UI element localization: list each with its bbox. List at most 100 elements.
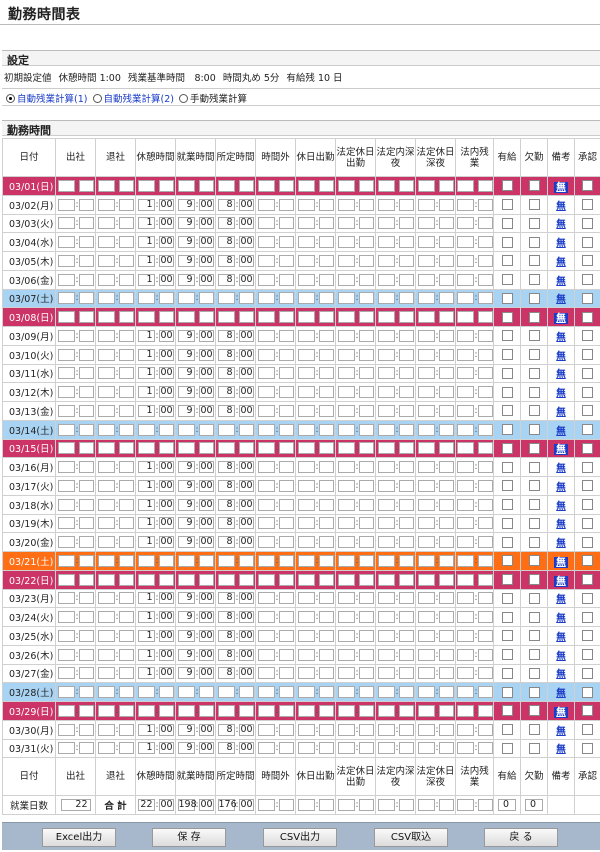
save-button[interactable]: 保 存 — [152, 828, 226, 847]
overtime-minutes-input[interactable] — [278, 479, 294, 492]
scheduled-time-minutes-input[interactable] — [238, 442, 254, 455]
legal-night-minutes-input[interactable] — [398, 273, 414, 286]
memo-link[interactable]: 無 — [554, 444, 568, 456]
clock-out-hours-input[interactable] — [97, 179, 115, 192]
legal-overtime-minutes-input[interactable] — [477, 554, 493, 567]
scheduled-time-minutes-input[interactable]: 00 — [238, 667, 254, 680]
legal-holiday-work-minutes-input[interactable] — [358, 648, 374, 661]
clock-in-hours-input[interactable] — [57, 723, 75, 736]
legal-night-minutes-input[interactable] — [398, 442, 414, 455]
legal-overtime-minutes-input[interactable] — [477, 742, 493, 755]
break-time-hours-input[interactable]: 1 — [137, 236, 155, 249]
scheduled-time-hours-input[interactable]: 8 — [217, 667, 235, 680]
clock-in-hours-input[interactable] — [57, 573, 75, 586]
break-time-hours-input[interactable]: 1 — [137, 629, 155, 642]
work-time-minutes-input[interactable]: 00 — [198, 667, 214, 680]
legal-holiday-work-hours-input[interactable] — [337, 329, 355, 342]
break-time-minutes-input[interactable] — [158, 686, 174, 699]
radio-label[interactable]: 自動残業計算(2) — [103, 94, 174, 105]
overtime-hours-input[interactable] — [257, 442, 275, 455]
work-time-minutes-input[interactable] — [198, 573, 214, 586]
paid-leave-checkbox[interactable] — [501, 499, 513, 511]
clock-out-hours-input[interactable] — [97, 254, 115, 267]
legal-holiday-work-minutes-input[interactable] — [358, 704, 374, 717]
legal-holiday-work-minutes-input[interactable] — [358, 311, 374, 324]
holiday-work-hours-input[interactable] — [297, 573, 315, 586]
overtime-minutes-input[interactable] — [278, 742, 294, 755]
legal-overtime-hours-input[interactable] — [456, 348, 474, 361]
holiday-work-hours-input[interactable] — [297, 198, 315, 211]
absence-checkbox[interactable] — [528, 424, 540, 436]
paid-leave-checkbox[interactable] — [501, 424, 513, 436]
work-time-hours-input[interactable]: 9 — [177, 517, 195, 530]
clock-in-minutes-input[interactable] — [78, 648, 94, 661]
break-time-hours-input[interactable]: 1 — [137, 517, 155, 530]
overtime-hours-input[interactable] — [257, 254, 275, 267]
legal-overtime-minutes-input[interactable] — [477, 704, 493, 717]
legal-night-minutes-input[interactable] — [398, 704, 414, 717]
holiday-work-hours-input[interactable] — [297, 442, 315, 455]
scheduled-time-minutes-input[interactable] — [238, 179, 254, 192]
legal-holiday-night-minutes-input[interactable] — [438, 629, 454, 642]
scheduled-time-hours-input[interactable]: 8 — [217, 629, 235, 642]
legal-overtime-minutes-input[interactable] — [477, 723, 493, 736]
legal-holiday-work-hours-input[interactable] — [337, 611, 355, 624]
clock-in-hours-input[interactable] — [57, 198, 75, 211]
paid-leave-checkbox[interactable] — [501, 255, 513, 267]
break-time-minutes-input[interactable]: 00 — [158, 217, 174, 230]
holiday-work-hours-input[interactable] — [297, 404, 315, 417]
memo-link[interactable]: 無 — [556, 331, 566, 343]
paid-leave-checkbox[interactable] — [501, 349, 513, 361]
clock-in-hours-input[interactable] — [57, 386, 75, 399]
clock-in-hours-input[interactable] — [57, 329, 75, 342]
legal-holiday-night-hours-input[interactable] — [417, 648, 435, 661]
total-legal-overtime-hours-input[interactable] — [456, 799, 474, 812]
radio-button-icon[interactable] — [179, 94, 188, 103]
overtime-minutes-input[interactable] — [278, 179, 294, 192]
holiday-work-hours-input[interactable] — [297, 667, 315, 680]
clock-out-minutes-input[interactable] — [118, 554, 134, 567]
legal-night-hours-input[interactable] — [377, 573, 395, 586]
approval-checkbox[interactable] — [582, 424, 593, 436]
holiday-work-hours-input[interactable] — [297, 479, 315, 492]
legal-holiday-night-hours-input[interactable] — [417, 329, 435, 342]
clock-in-minutes-input[interactable] — [78, 498, 94, 511]
overtime-hours-input[interactable] — [257, 686, 275, 699]
work-time-minutes-input[interactable]: 00 — [198, 217, 214, 230]
legal-holiday-night-hours-input[interactable] — [417, 629, 435, 642]
legal-night-hours-input[interactable] — [377, 629, 395, 642]
holiday-work-minutes-input[interactable] — [318, 611, 334, 624]
overtime-minutes-input[interactable] — [278, 329, 294, 342]
legal-night-minutes-input[interactable] — [398, 236, 414, 249]
clock-in-hours-input[interactable] — [57, 667, 75, 680]
clock-in-hours-input[interactable] — [57, 236, 75, 249]
total-overtime-hours-input[interactable] — [257, 799, 275, 812]
legal-night-minutes-input[interactable] — [398, 367, 414, 380]
clock-in-hours-input[interactable] — [57, 254, 75, 267]
clock-in-minutes-input[interactable] — [78, 479, 94, 492]
legal-holiday-work-minutes-input[interactable] — [358, 742, 374, 755]
legal-overtime-hours-input[interactable] — [456, 273, 474, 286]
holiday-work-minutes-input[interactable] — [318, 704, 334, 717]
holiday-work-minutes-input[interactable] — [318, 217, 334, 230]
overtime-hours-input[interactable] — [257, 536, 275, 549]
overtime-minutes-input[interactable] — [278, 723, 294, 736]
approval-checkbox[interactable] — [582, 574, 593, 586]
clock-in-minutes-input[interactable] — [78, 517, 94, 530]
break-time-hours-input[interactable]: 1 — [137, 404, 155, 417]
total-legal-holiday-night-hours-input[interactable] — [417, 799, 435, 812]
overtime-minutes-input[interactable] — [278, 517, 294, 530]
break-time-minutes-input[interactable]: 00 — [158, 348, 174, 361]
overtime-minutes-input[interactable] — [278, 423, 294, 436]
overtime-minutes-input[interactable] — [278, 592, 294, 605]
holiday-work-hours-input[interactable] — [297, 311, 315, 324]
legal-overtime-minutes-input[interactable] — [477, 254, 493, 267]
legal-overtime-hours-input[interactable] — [456, 479, 474, 492]
scheduled-time-hours-input[interactable]: 8 — [217, 498, 235, 511]
legal-night-minutes-input[interactable] — [398, 329, 414, 342]
break-time-minutes-input[interactable]: 00 — [158, 236, 174, 249]
legal-holiday-work-hours-input[interactable] — [337, 723, 355, 736]
total-holiday-work-hours-input[interactable] — [297, 799, 315, 812]
legal-overtime-minutes-input[interactable] — [477, 311, 493, 324]
scheduled-time-minutes-input[interactable]: 00 — [238, 254, 254, 267]
